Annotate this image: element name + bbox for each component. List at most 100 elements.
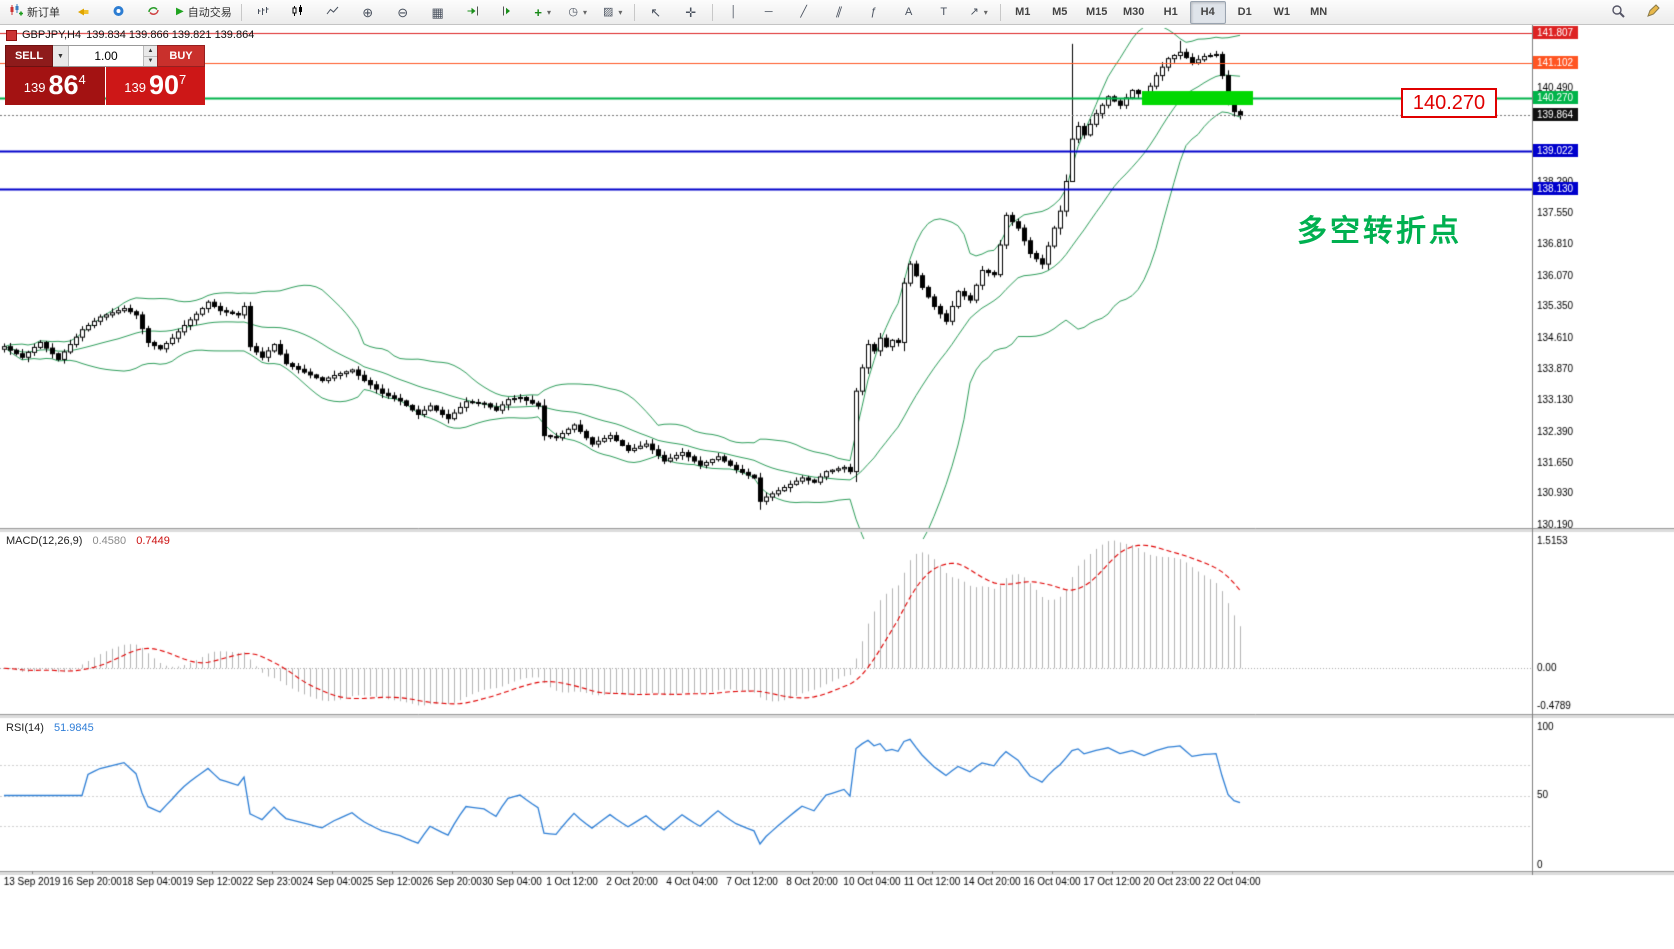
macd-name: MACD(12,26,9): [6, 535, 83, 547]
zoom-in-button[interactable]: ⊕: [351, 1, 385, 24]
tile-windows-icon: ▦: [431, 4, 444, 20]
trendline-button[interactable]: ╱: [787, 1, 821, 24]
vertical-line-button[interactable]: │: [717, 1, 751, 24]
timeframe-mn[interactable]: MN: [1310, 6, 1328, 18]
rsi-name: RSI(14): [6, 722, 44, 734]
arrows-tool-button[interactable]: ↗ ▾: [962, 1, 996, 24]
sync-button[interactable]: [136, 1, 170, 24]
new-order-button[interactable]: 新订单: [4, 1, 65, 24]
rsi-indicator-label: RSI(14) 51.9845: [6, 722, 94, 734]
buy-price-point: 7: [179, 72, 187, 87]
timeframe-w1[interactable]: W1: [1273, 6, 1290, 18]
price-chart[interactable]: [0, 25, 1674, 949]
timeframe-d1[interactable]: D1: [1237, 6, 1252, 18]
horizontal-line-button[interactable]: ─: [752, 1, 786, 24]
zoom-out-icon: ⊖: [397, 4, 409, 20]
chart-symbol-label: GBPJPY,H4 139.834 139.866 139.821 139.86…: [6, 29, 254, 41]
timeframe-m30[interactable]: M30: [1123, 6, 1145, 18]
one-click-trading-panel: SELL ▼ 1.00 ▲ ▼ BUY 139 86 4 139 90 7: [5, 45, 205, 105]
auto-scroll-button[interactable]: [456, 1, 490, 24]
zoom-in-icon: ⊕: [362, 4, 374, 20]
price-level-annotation[interactable]: 140.270: [1401, 88, 1497, 118]
symbol-ohlc: 139.834 139.866 139.821 139.864: [86, 29, 255, 41]
community-button[interactable]: [101, 1, 135, 24]
volume-control: ▼ 1.00 ▲ ▼: [53, 45, 157, 67]
pencil-icon: [1646, 3, 1660, 21]
label-tool-icon: T: [940, 5, 948, 18]
macd-main-value: 0.4580: [92, 535, 127, 547]
tile-windows-button[interactable]: ▦: [421, 1, 455, 24]
buy-price-prefix: 139: [124, 80, 146, 95]
clock-icon: ◷: [568, 5, 578, 18]
sell-price-point: 4: [78, 72, 86, 87]
fibonacci-icon: ƒ: [870, 5, 877, 18]
buy-price-button[interactable]: 139 90 7: [105, 67, 205, 105]
crosshair-button[interactable]: ✛: [674, 1, 708, 24]
new-order-icon: [9, 4, 23, 20]
channel-icon: ∥: [834, 5, 844, 18]
line-chart-button[interactable]: [316, 1, 350, 24]
edit-button[interactable]: [1636, 1, 1670, 24]
autotrading-label: 自动交易: [187, 7, 232, 19]
buy-button[interactable]: BUY: [157, 45, 205, 67]
label-tool-button[interactable]: T: [927, 1, 961, 24]
chart-window-icon: [6, 29, 17, 41]
volume-stepper: ▲ ▼: [143, 46, 157, 66]
timeframe-m5[interactable]: M5: [1052, 6, 1068, 18]
crosshair-icon: ✛: [685, 4, 697, 20]
vertical-line-icon: │: [730, 5, 738, 18]
templates-button[interactable]: ▨ ▾: [596, 1, 630, 24]
main-toolbar: 新订单 ▶ 自动交易 ⊕ ⊖ ▦: [0, 0, 1674, 25]
sell-price-pips: 86: [48, 70, 79, 100]
indicators-icon: +: [534, 4, 542, 20]
arrow-tool-icon: ↗: [969, 5, 979, 18]
news-button[interactable]: [66, 1, 100, 24]
auto-scroll-icon: [466, 5, 479, 20]
timeframe-m1[interactable]: M1: [1015, 6, 1031, 18]
toolbar-separator: [240, 3, 242, 21]
fibonacci-button[interactable]: ƒ: [857, 1, 891, 24]
indicators-button[interactable]: + ▾: [526, 1, 560, 24]
sell-price-prefix: 139: [23, 80, 46, 95]
search-icon: [1611, 4, 1625, 21]
symbol-title: GBPJPY,H4: [22, 29, 82, 41]
chevron-down-icon: ▾: [583, 7, 588, 17]
timeframe-m15[interactable]: M15: [1086, 6, 1108, 18]
new-order-label: 新订单: [27, 7, 60, 19]
horizontal-line-icon: ─: [764, 5, 773, 18]
toolbar-separator: [711, 3, 713, 21]
text-tool-button[interactable]: A: [892, 1, 926, 24]
cursor-button[interactable]: ↖: [639, 1, 673, 24]
chart-shift-icon: [501, 5, 514, 20]
channel-button[interactable]: ∥: [822, 1, 856, 24]
search-button[interactable]: [1601, 1, 1635, 24]
sync-icon: [147, 5, 160, 20]
turning-point-annotation[interactable]: 多空转折点: [1297, 215, 1462, 248]
candlestick-chart-button[interactable]: [281, 1, 315, 24]
sell-button[interactable]: SELL: [5, 45, 53, 67]
cursor-icon: ↖: [650, 4, 662, 20]
volume-up-icon[interactable]: ▲: [144, 46, 157, 57]
sell-price-button[interactable]: 139 86 4: [5, 67, 105, 105]
play-icon: ▶: [176, 6, 184, 17]
chevron-down-icon: ▾: [546, 7, 551, 17]
bar-chart-button[interactable]: [246, 1, 280, 24]
zoom-out-button[interactable]: ⊖: [386, 1, 420, 24]
volume-input[interactable]: 1.00: [94, 49, 118, 63]
chevron-down-icon: ▾: [618, 7, 623, 17]
buy-price-pips: 90: [148, 70, 179, 100]
autotrading-button[interactable]: ▶ 自动交易: [171, 1, 237, 24]
text-tool-icon: A: [905, 5, 913, 18]
timeframe-h4[interactable]: H4: [1189, 0, 1226, 24]
timeframe-h1[interactable]: H1: [1163, 6, 1178, 18]
bar-chart-icon: [256, 5, 269, 20]
community-icon: [112, 5, 125, 20]
toolbar-separator: [633, 3, 635, 21]
chart-shift-button[interactable]: [491, 1, 525, 24]
macd-signal-value: 0.7449: [136, 535, 170, 547]
periods-button[interactable]: ◷ ▾: [561, 1, 595, 24]
volume-dropdown-icon[interactable]: ▼: [53, 46, 69, 66]
line-chart-icon: [326, 5, 339, 20]
volume-down-icon[interactable]: ▼: [144, 56, 157, 66]
news-icon: [77, 5, 90, 20]
